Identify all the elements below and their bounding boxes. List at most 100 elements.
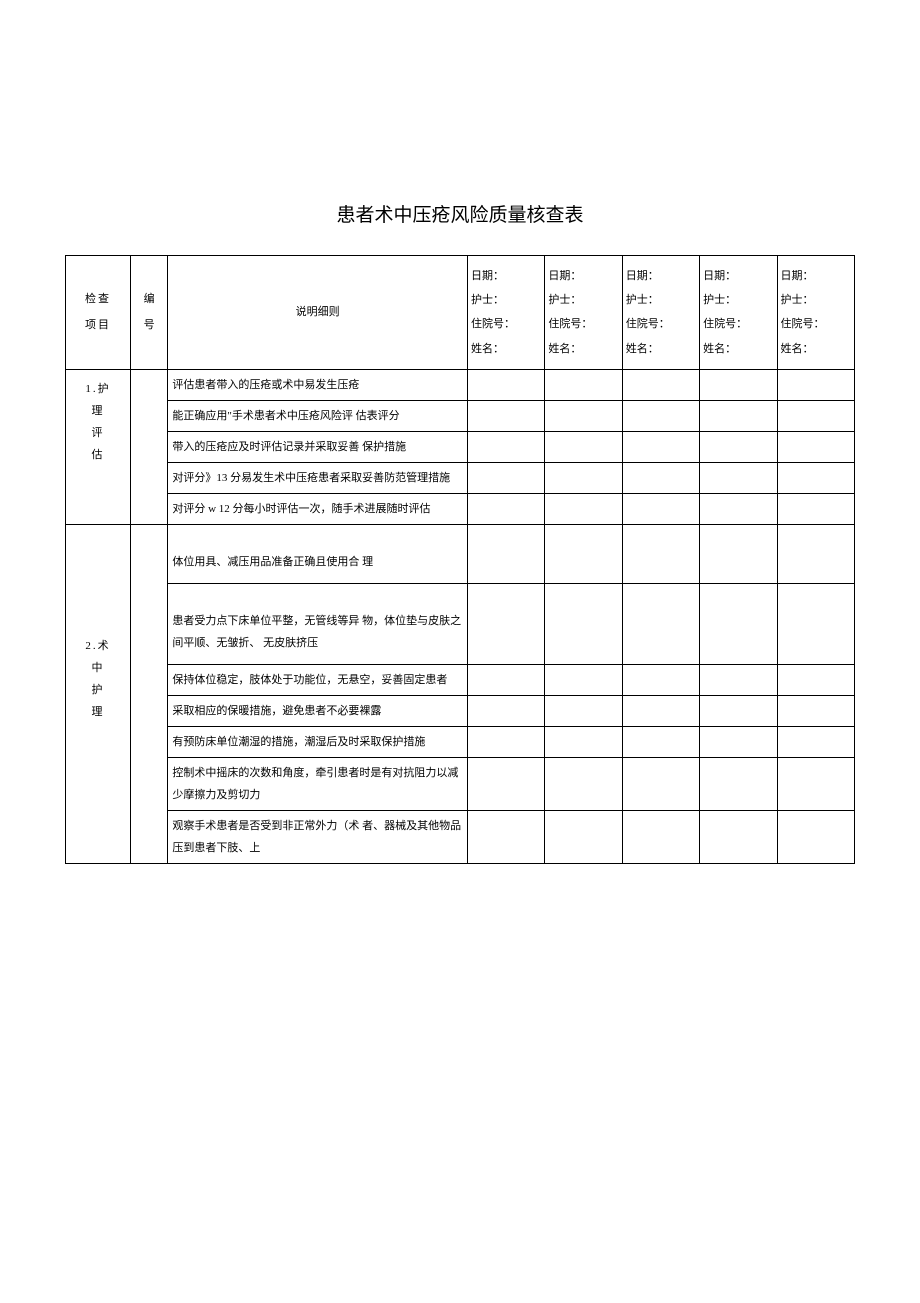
entry-cell[interactable]: [777, 400, 854, 431]
header-row: 检查 项目 编 号 说明细则 日期： 护士： 住院号： 姓名： 日期： 护士： …: [66, 256, 855, 370]
entry-cell[interactable]: [467, 726, 544, 757]
header-entry-name: 姓名：: [626, 337, 696, 361]
header-entry-1: 日期： 护士： 住院号： 姓名：: [467, 256, 544, 370]
entry-cell[interactable]: [700, 757, 777, 810]
entry-cell[interactable]: [622, 400, 699, 431]
header-detail: 说明细则: [168, 256, 468, 370]
detail-cell: 带入的压疮应及时评估记录并采取妥善 保护措施: [168, 431, 468, 462]
entry-cell[interactable]: [622, 462, 699, 493]
entry-cell[interactable]: [622, 695, 699, 726]
entry-cell[interactable]: [545, 493, 622, 524]
entry-cell[interactable]: [467, 431, 544, 462]
detail-cell: 评估患者带入的压疮或术中易发生压疮: [168, 369, 468, 400]
entry-cell[interactable]: [467, 524, 544, 583]
table-row: 1.护 理 评 估 评估患者带入的压疮或术中易发生压疮: [66, 369, 855, 400]
entry-cell[interactable]: [622, 810, 699, 863]
page-title: 患者术中压疮风险质量核查表: [65, 200, 855, 227]
entry-cell[interactable]: [700, 524, 777, 583]
entry-cell[interactable]: [545, 726, 622, 757]
detail-cell: 控制术中摇床的次数和角度，牵引患者时是有对抗阻力以减少摩擦力及剪切力: [168, 757, 468, 810]
number-cell-2: [130, 524, 167, 863]
entry-cell[interactable]: [545, 524, 622, 583]
table-row: 带入的压疮应及时评估记录并采取妥善 保护措施: [66, 431, 855, 462]
entry-cell[interactable]: [700, 810, 777, 863]
header-entry-name: 姓名：: [548, 337, 618, 361]
header-entry-4: 日期： 护士： 住院号： 姓名：: [700, 256, 777, 370]
entry-cell[interactable]: [622, 757, 699, 810]
entry-cell[interactable]: [777, 664, 854, 695]
entry-cell[interactable]: [545, 583, 622, 664]
entry-cell[interactable]: [545, 664, 622, 695]
entry-cell[interactable]: [700, 462, 777, 493]
entry-cell[interactable]: [545, 757, 622, 810]
entry-cell[interactable]: [622, 524, 699, 583]
entry-cell[interactable]: [777, 583, 854, 664]
header-entry-date: 日期：: [548, 264, 618, 288]
entry-cell[interactable]: [545, 369, 622, 400]
entry-cell[interactable]: [777, 493, 854, 524]
category-line: 估: [69, 444, 127, 466]
entry-cell[interactable]: [467, 664, 544, 695]
header-entry-admission: 住院号：: [703, 312, 773, 336]
entry-cell[interactable]: [622, 431, 699, 462]
entry-cell[interactable]: [777, 524, 854, 583]
entry-cell[interactable]: [545, 462, 622, 493]
entry-cell[interactable]: [700, 493, 777, 524]
entry-cell[interactable]: [700, 369, 777, 400]
detail-cell: 采取相应的保暖措施，避免患者不必要裸露: [168, 695, 468, 726]
entry-cell[interactable]: [777, 695, 854, 726]
entry-cell[interactable]: [777, 431, 854, 462]
entry-cell[interactable]: [700, 695, 777, 726]
entry-cell[interactable]: [622, 369, 699, 400]
category-line: 中: [69, 657, 127, 679]
entry-cell[interactable]: [545, 695, 622, 726]
entry-cell[interactable]: [700, 726, 777, 757]
entry-cell[interactable]: [622, 493, 699, 524]
detail-cell: 观察手术患者是否受到非正常外力（术 者、器械及其他物品压到患者下肢、上: [168, 810, 468, 863]
entry-cell[interactable]: [777, 726, 854, 757]
entry-cell[interactable]: [700, 431, 777, 462]
header-entry-name: 姓名：: [471, 337, 541, 361]
entry-cell[interactable]: [467, 369, 544, 400]
detail-cell: 保持体位稳定，肢体处于功能位，无悬空，妥善固定患者: [168, 664, 468, 695]
detail-cell: 患者受力点下床单位平整，无管线等异 物，体位垫与皮肤之间平顺、无皱折、 无皮肤挤…: [168, 583, 468, 664]
header-entry-nurse: 护士：: [781, 288, 851, 312]
entry-cell[interactable]: [467, 757, 544, 810]
entry-cell[interactable]: [622, 726, 699, 757]
entry-cell[interactable]: [467, 810, 544, 863]
entry-cell[interactable]: [700, 583, 777, 664]
entry-cell[interactable]: [467, 400, 544, 431]
checklist-table: 检查 项目 编 号 说明细则 日期： 护士： 住院号： 姓名： 日期： 护士： …: [65, 255, 855, 864]
header-entry-name: 姓名：: [781, 337, 851, 361]
entry-cell[interactable]: [777, 369, 854, 400]
table-row: 有预防床单位潮湿的措施，潮湿后及时采取保护措施: [66, 726, 855, 757]
category-cell-1: 1.护 理 评 估: [66, 369, 131, 524]
entry-cell[interactable]: [467, 493, 544, 524]
header-entry-nurse: 护士：: [703, 288, 773, 312]
table-row: 患者受力点下床单位平整，无管线等异 物，体位垫与皮肤之间平顺、无皱折、 无皮肤挤…: [66, 583, 855, 664]
entry-cell[interactable]: [545, 400, 622, 431]
header-number-l2: 号: [134, 312, 164, 338]
entry-cell[interactable]: [545, 431, 622, 462]
entry-cell[interactable]: [467, 695, 544, 726]
header-entry-nurse: 护士：: [471, 288, 541, 312]
header-entry-date: 日期：: [781, 264, 851, 288]
entry-cell[interactable]: [622, 583, 699, 664]
category-line: 2.术: [69, 635, 127, 657]
entry-cell[interactable]: [777, 810, 854, 863]
header-number: 编 号: [130, 256, 167, 370]
entry-cell[interactable]: [622, 664, 699, 695]
entry-cell[interactable]: [467, 583, 544, 664]
entry-cell[interactable]: [777, 462, 854, 493]
header-entry-admission: 住院号：: [471, 312, 541, 336]
header-entry-date: 日期：: [471, 264, 541, 288]
header-entry-3: 日期： 护士： 住院号： 姓名：: [622, 256, 699, 370]
entry-cell[interactable]: [700, 400, 777, 431]
entry-cell[interactable]: [545, 810, 622, 863]
header-entry-name: 姓名：: [703, 337, 773, 361]
table-row: 能正确应用"手术患者术中压疮风险评 估表评分: [66, 400, 855, 431]
entry-cell[interactable]: [700, 664, 777, 695]
entry-cell[interactable]: [777, 757, 854, 810]
entry-cell[interactable]: [467, 462, 544, 493]
table-row: 观察手术患者是否受到非正常外力（术 者、器械及其他物品压到患者下肢、上: [66, 810, 855, 863]
